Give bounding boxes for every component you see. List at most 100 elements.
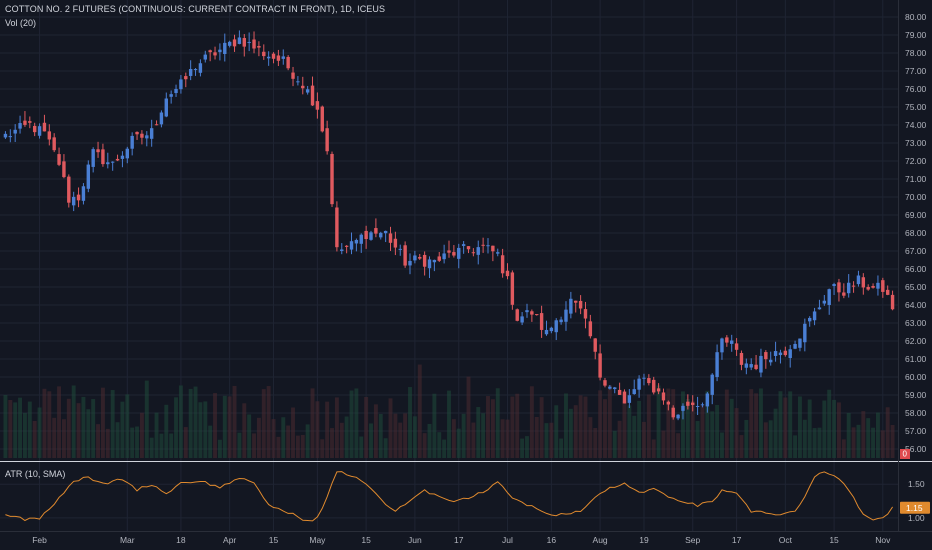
candle-body <box>447 250 451 253</box>
volume-bar <box>174 397 178 458</box>
volume-bar <box>144 380 149 458</box>
time-axis-label: Mar <box>120 535 135 545</box>
price-axis-label: 73.00 <box>905 138 927 148</box>
candle-body <box>471 252 476 254</box>
candle-body <box>778 352 783 356</box>
candle-body <box>398 248 402 250</box>
candle-body <box>57 154 61 165</box>
volume-bar <box>37 407 42 458</box>
volume-bar <box>217 439 222 458</box>
volume-bar <box>222 395 227 458</box>
candle-body <box>803 323 807 343</box>
volume-bar <box>705 390 710 458</box>
candle-body <box>505 270 510 277</box>
volume-bar <box>8 399 13 458</box>
candle-body <box>242 38 246 47</box>
candle-body <box>81 186 86 201</box>
volume-bar <box>729 398 734 458</box>
candle-body <box>271 53 276 59</box>
time-axis-label: 17 <box>732 535 742 545</box>
candle-body <box>593 338 597 352</box>
candle-body <box>871 286 875 288</box>
candle-body <box>330 153 334 205</box>
candle-body <box>349 241 354 250</box>
volume-bar <box>266 386 271 458</box>
candle-body <box>476 247 480 255</box>
volume-bar <box>773 408 778 458</box>
candle-body <box>106 162 110 165</box>
candle-body <box>564 309 568 322</box>
candle-body <box>71 196 76 206</box>
volume-bar <box>793 435 798 458</box>
volume-bar <box>612 430 617 458</box>
time-axis-label: Apr <box>223 535 236 545</box>
candle-body <box>768 359 773 363</box>
candle-body <box>715 352 719 378</box>
volume-bar <box>169 433 174 458</box>
time-axis-label: Aug <box>593 535 608 545</box>
volume-bar <box>242 403 247 458</box>
volume-bar <box>447 390 451 458</box>
candle-body <box>583 309 588 319</box>
volume-bar <box>437 432 442 458</box>
volume-bar <box>451 419 456 458</box>
volume-bar <box>564 393 568 458</box>
candle-body <box>76 194 81 201</box>
candle-body <box>481 244 485 246</box>
volume-bar <box>61 419 66 458</box>
candle-body <box>515 309 519 321</box>
candle-body <box>286 56 290 69</box>
volume-bar <box>213 393 217 458</box>
volume-bar <box>622 401 627 458</box>
volume-bar <box>295 435 300 458</box>
time-axis-label: 18 <box>176 535 186 545</box>
volume-bar <box>432 393 437 458</box>
candle-body <box>535 314 539 316</box>
atr-axis-label: 1.00 <box>908 513 925 523</box>
candle-body <box>232 39 237 47</box>
candle-body <box>754 364 758 369</box>
volume-bar <box>281 417 286 458</box>
candle-body <box>876 282 880 289</box>
volume-bar <box>802 419 807 458</box>
volume-bar <box>651 439 656 458</box>
time-axis-label: Nov <box>875 535 891 545</box>
volume-bar <box>271 419 276 458</box>
volume-bar <box>763 422 768 458</box>
candle-body <box>598 353 602 378</box>
volume-bar <box>159 433 164 458</box>
volume-indicator-label[interactable]: Vol (20) <box>5 18 37 28</box>
candle-body <box>486 245 490 247</box>
volume-bar <box>593 427 598 458</box>
volume-bar <box>617 420 622 458</box>
candle-body <box>885 289 890 295</box>
volume-bar <box>412 416 417 458</box>
volume-bar <box>359 436 364 458</box>
volume-bar <box>247 414 252 458</box>
volume-bar <box>754 393 759 458</box>
candle-body <box>686 401 690 406</box>
candle-body <box>890 294 895 310</box>
volume-bar <box>778 391 783 458</box>
candle-body <box>364 230 368 240</box>
candle-body <box>154 124 159 126</box>
volume-bar <box>130 427 135 458</box>
atr-indicator-label[interactable]: ATR (10, SMA) <box>5 469 66 479</box>
volume-bar <box>671 389 676 458</box>
candle-body <box>257 45 261 48</box>
time-axis-label: 15 <box>269 535 279 545</box>
candle-body <box>296 81 300 83</box>
symbol-title[interactable]: COTTON NO. 2 FUTURES (CONTINUOUS: CURREN… <box>5 4 386 14</box>
candle-body <box>764 352 768 360</box>
volume-bar <box>286 425 291 458</box>
volume-bar <box>276 436 281 458</box>
candle-body <box>164 98 168 117</box>
candle-body <box>13 129 17 134</box>
volume-bar <box>539 397 544 458</box>
candle-body <box>145 135 149 139</box>
time-axis-label: 15 <box>361 535 371 545</box>
candle-body <box>617 389 622 395</box>
candle-body <box>846 282 851 294</box>
candle-body <box>418 257 422 259</box>
